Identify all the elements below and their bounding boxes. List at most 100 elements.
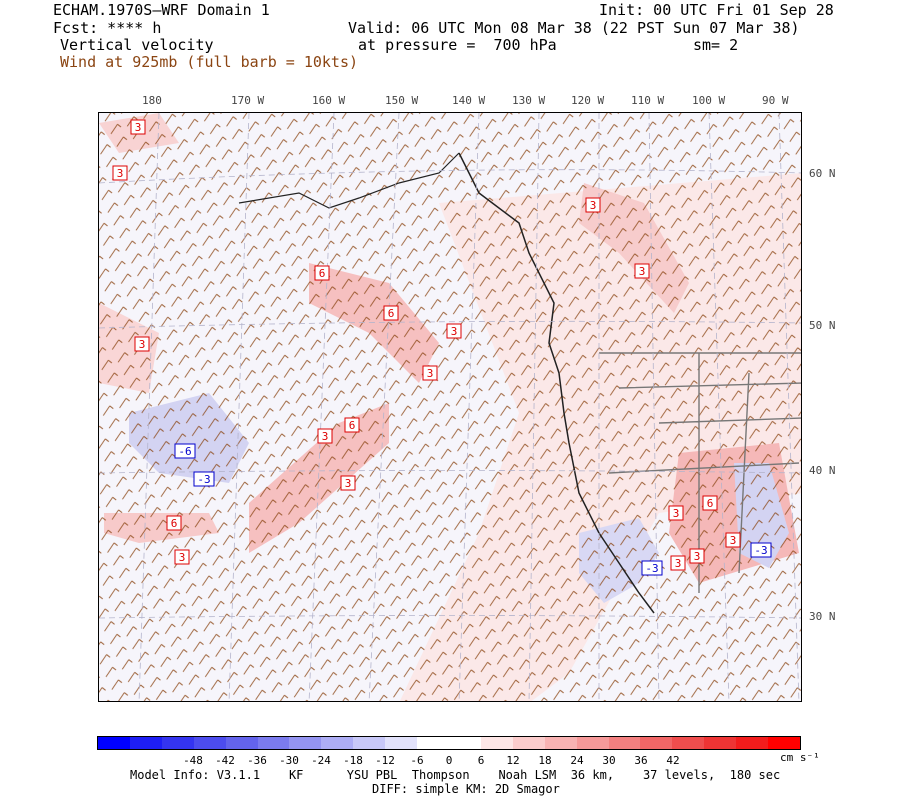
svg-text:6: 6 (171, 517, 178, 530)
colorbar-tick-label: -24 (311, 754, 331, 767)
lon-label: 110 W (631, 94, 665, 107)
contour-label: 3 (689, 548, 705, 564)
field-name: Vertical velocity (60, 36, 214, 54)
colorbar-swatch (417, 737, 449, 749)
map-panel: 3 3 6 3 6 3 3 3 6 3 3 -6 -3 6 3 3 -3 3 3… (98, 112, 802, 702)
svg-text:6: 6 (388, 307, 395, 320)
colorbar-swatch (640, 737, 673, 749)
colorbar-swatch (608, 737, 641, 749)
colorbar-tick-label: 18 (538, 754, 552, 767)
contour-label: 3 (670, 555, 686, 571)
colorbar-swatch (353, 737, 386, 749)
svg-text:3: 3 (179, 551, 186, 564)
colorbar-tick-label: 36 (634, 754, 648, 767)
wind-info: Wind at 925mb (full barb = 10kts) (60, 53, 359, 71)
contour-label: 6 (314, 265, 330, 281)
lon-label: 90 W (762, 94, 789, 107)
lon-label: 100 W (692, 94, 726, 107)
svg-text:3: 3 (730, 534, 737, 547)
contour-label: 6 (383, 305, 399, 321)
contour-label: 3 (668, 505, 684, 521)
state-border (599, 352, 801, 593)
init-time: Init: 00 UTC Fri 01 Sep 28 (599, 1, 834, 19)
svg-text:6: 6 (707, 497, 714, 510)
lon-label: 180 (142, 94, 162, 107)
colorbar-tick-label: 24 (570, 754, 584, 767)
svg-text:3: 3 (639, 265, 646, 278)
contour-label: 3 (130, 119, 146, 135)
colorbar-tick-label: 42 (666, 754, 680, 767)
svg-text:3: 3 (673, 507, 680, 520)
svg-text:3: 3 (135, 121, 142, 134)
contour-label: 3 (725, 532, 741, 548)
colorbar-swatch (98, 737, 130, 749)
coastline (238, 152, 460, 209)
colorbar-tick-label: -6 (410, 754, 424, 767)
colorbar-tick-label: -48 (183, 754, 203, 767)
colorbar-swatch (225, 737, 258, 749)
colorbar-tick-label: -18 (343, 754, 363, 767)
colorbar-swatch (544, 737, 577, 749)
contour-label: 3 (317, 428, 333, 444)
contour-label: 3 (112, 165, 128, 181)
svg-text:3: 3 (427, 367, 434, 380)
svg-text:-3: -3 (754, 544, 767, 557)
colorbar-swatch (448, 737, 481, 749)
colorbar (97, 736, 801, 750)
colorbar-swatch (289, 737, 322, 749)
colorbar-swatch (480, 737, 513, 749)
diff-info: DIFF: simple KM: 2D Smagor (372, 782, 560, 796)
contour-label: 3 (585, 197, 601, 213)
lat-label: 60 N (809, 167, 836, 180)
lon-label: 120 W (571, 94, 605, 107)
contour-label: -6 (174, 443, 196, 459)
colorbar-swatch (161, 737, 194, 749)
lon-label: 160 W (312, 94, 346, 107)
colorbar-tick-label: -12 (375, 754, 395, 767)
longitude-line (138, 113, 800, 701)
svg-text:3: 3 (139, 338, 146, 351)
svg-text:3: 3 (590, 199, 597, 212)
colorbar-tick-label: -30 (279, 754, 299, 767)
colorbar-units: cm s⁻¹ (780, 751, 820, 764)
colorbar-swatch (576, 737, 609, 749)
contour-label: 3 (446, 323, 462, 339)
svg-text:3: 3 (675, 557, 682, 570)
contour-label: -3 (193, 471, 215, 487)
valid-time: Valid: 06 UTC Mon 08 Mar 38 (22 PST Sun … (348, 19, 800, 37)
colorbar-tick-label: 30 (602, 754, 616, 767)
svg-text:3: 3 (322, 430, 329, 443)
svg-text:-6: -6 (178, 445, 191, 458)
colorbar-tick-label: 0 (445, 754, 453, 767)
colorbar-swatch (129, 737, 162, 749)
svg-text:-3: -3 (197, 473, 210, 486)
svg-text:6: 6 (349, 419, 356, 432)
lat-label: 30 N (809, 610, 836, 623)
colorbar-swatch (385, 737, 418, 749)
contour-label: -3 (750, 542, 772, 558)
lon-label: 130 W (512, 94, 546, 107)
svg-text:3: 3 (117, 167, 124, 180)
model-info: Model Info: V3.1.1 KF YSU PBL Thompson N… (130, 768, 781, 782)
map-title: ECHAM.1970S—WRF Domain 1 (53, 1, 270, 19)
contour-label: 6 (702, 495, 718, 511)
colorbar-swatch (736, 737, 769, 749)
lon-label: 140 W (452, 94, 486, 107)
colorbar-swatch (704, 737, 737, 749)
contour-label: 6 (166, 515, 182, 531)
svg-text:3: 3 (451, 325, 458, 338)
colorbar-swatch (672, 737, 705, 749)
pressure-level: at pressure = 700 hPa (358, 36, 557, 54)
contour-label: 3 (634, 263, 650, 279)
coastline (458, 152, 655, 614)
colorbar-tick-label: 12 (506, 754, 520, 767)
colorbar-swatch (321, 737, 354, 749)
contour-label: 3 (340, 475, 356, 491)
lon-label: 170 W (231, 94, 265, 107)
colorbar-swatch (257, 737, 290, 749)
lat-label: 50 N (809, 319, 836, 332)
latitude-line (99, 169, 801, 619)
colorbar-tick-label: 6 (477, 754, 485, 767)
svg-text:3: 3 (345, 477, 352, 490)
smoothing: sm= 2 (693, 36, 739, 54)
